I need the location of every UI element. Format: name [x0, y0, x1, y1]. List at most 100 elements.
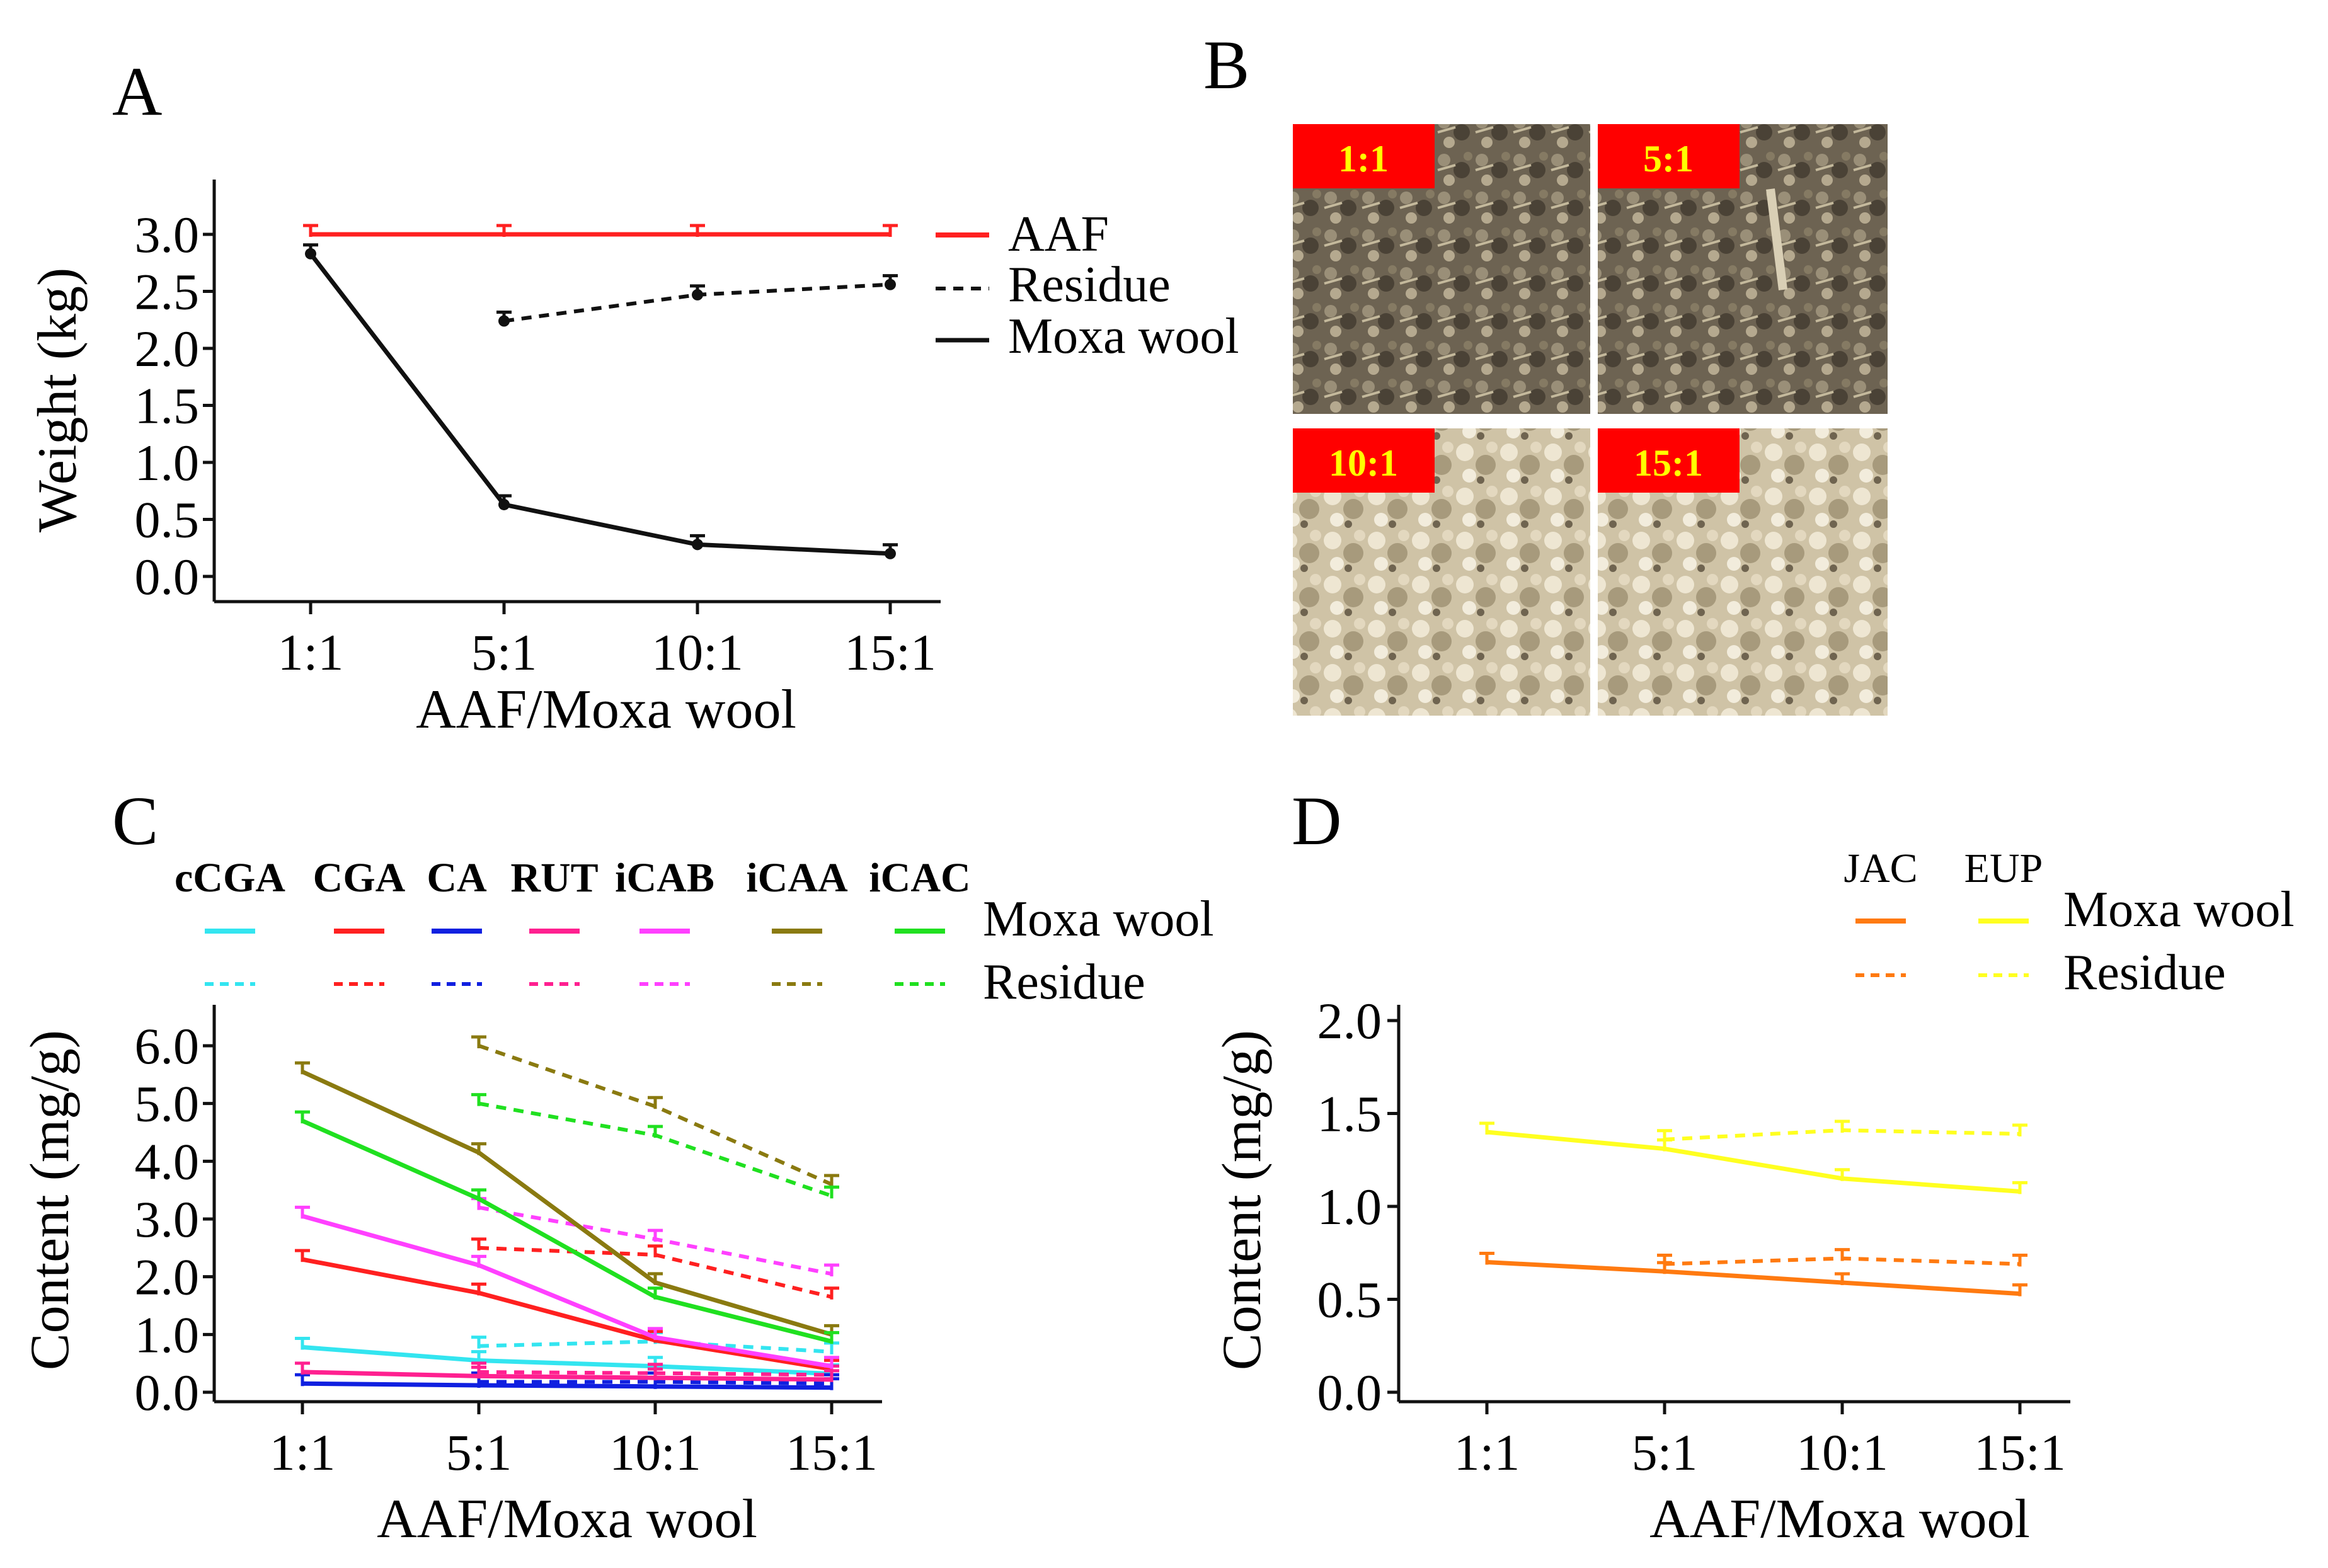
x-tick-label: 5:1 [471, 624, 537, 681]
y-tick-label: 0.5 [1317, 1271, 1382, 1329]
legend-style-residue: Residue [2063, 945, 2226, 1000]
photo-label-bg [1598, 428, 1740, 493]
series-line-cga-moxa-wool [302, 1257, 832, 1371]
panel-letter-b: B [1203, 26, 1249, 103]
legend-compound-cga: CGA [313, 855, 406, 901]
x-tick-label: 10:1 [609, 1424, 701, 1481]
legend-compound-icac: iCAC [869, 855, 970, 901]
series-line-icac-moxa-wool [301, 1118, 832, 1344]
x-tick-label: 15:1 [786, 1424, 878, 1481]
panel-letter-d: D [1292, 782, 1341, 859]
legend-style-moxa-wool: Moxa wool [983, 891, 1214, 947]
panel-d-y-axis-label: Content (mg/g) [1212, 1030, 1273, 1370]
data-point [692, 539, 703, 551]
photo-10-1: 10:1 [1293, 428, 1590, 716]
panel-c-series [295, 1035, 839, 1390]
photo-15-1: 15:1 [1598, 428, 1888, 716]
legend-compound-eup: EUP [1964, 845, 2043, 891]
series-line-ccga-moxa-wool [302, 1345, 832, 1376]
panel-c-y-axis-label: Content (mg/g) [20, 1030, 81, 1370]
y-tick-label: 5.0 [135, 1075, 200, 1133]
legend-style-moxa-wool: Moxa wool [2063, 882, 2295, 937]
panel-a-x-ticks: 1:1 5:1 10:1 15:1 [278, 602, 936, 681]
panel-d-x-ticks: 1:1 5:1 10:1 15:1 [1454, 1402, 2066, 1481]
y-tick-label: 3.0 [135, 1191, 200, 1248]
photo-label-5-1: 5:1 [1643, 138, 1694, 180]
chart-panel-d: 0.0 0.5 1.0 1.5 2.0 1:1 5:1 10:1 15:1 AAF/Moxa … [1212, 845, 2295, 1550]
legend-compound-rut: RUT [510, 855, 598, 901]
panel-a-axes [212, 180, 941, 604]
data-point [885, 278, 896, 290]
legend-style-residue: Residue [983, 954, 1145, 1010]
y-tick-label: 1.0 [1317, 1178, 1382, 1235]
y-tick-label: 0.0 [135, 1364, 200, 1421]
legend-compound-ca: CA [427, 855, 487, 901]
x-tick-label: 15:1 [844, 624, 936, 681]
x-tick-label: 15:1 [1974, 1424, 2066, 1481]
series-line-icab-moxa-wool [302, 1214, 832, 1369]
y-tick-label: 2.0 [135, 320, 200, 377]
series-line-jac-moxa-wool [1486, 1260, 2021, 1296]
legend-label-aaf: AAF [1008, 207, 1109, 262]
data-point [692, 289, 703, 300]
panel-a-series [303, 224, 898, 559]
x-tick-label: 10:1 [651, 624, 743, 681]
panel-d-axes [1397, 1005, 2070, 1404]
panel-a-y-ticks: 0.00.51.01.52.02.53.0 [135, 206, 214, 605]
y-tick-label: 3.0 [135, 206, 200, 263]
photo-label-1-1: 1:1 [1338, 138, 1389, 180]
x-tick-label: 1:1 [278, 624, 344, 681]
y-tick-label: 2.0 [135, 1249, 200, 1306]
series-line-rut-moxa-wool [302, 1370, 832, 1382]
data-point [498, 315, 510, 327]
panel-letter-a: A [112, 53, 162, 130]
panel-c-x-ticks: 1:1 5:1 10:1 15:1 [270, 1402, 878, 1481]
photo-5-1: 5:1 [1598, 124, 1888, 414]
legend-label-residue: Residue [1008, 257, 1171, 312]
photo-1-1: 1:1 [1293, 124, 1590, 414]
x-tick-label: 5:1 [1632, 1424, 1698, 1481]
photo-label-10-1: 10:1 [1329, 442, 1398, 484]
chart-panel-a: 0.00.51.01.52.02.53.0 1:1 5:1 10:1 15:1 AAF… [27, 180, 1239, 740]
series-line-icaa-residue [478, 1044, 833, 1186]
data-point [305, 248, 316, 260]
legend-label-moxa-wool: Moxa wool [1008, 309, 1239, 364]
series-line-eup-moxa-wool [1486, 1130, 2021, 1194]
y-tick-label: 6.0 [135, 1017, 200, 1075]
y-tick-label: 0.0 [135, 548, 200, 605]
y-tick-label: 1.0 [135, 1306, 200, 1363]
panel-c-legend: Moxa wool Residue cCGA CGA CA RUT iCAB iCAA iC… [175, 855, 1214, 1010]
y-tick-label: 2.5 [135, 263, 200, 321]
y-tick-label: 1.0 [135, 434, 200, 491]
panel-d-legend: Moxa wool Residue JAC EUP [1843, 845, 2294, 1000]
photo-grid: 1:1 5:1 10:1 15:1 [1293, 124, 1888, 716]
panel-letter-c: C [112, 782, 158, 859]
series-line-icaa-moxa-wool [301, 1070, 832, 1337]
x-tick-label: 10:1 [1796, 1424, 1888, 1481]
panel-a-legend: AAF Residue Moxa wool [936, 207, 1239, 364]
panel-d-series [1479, 1119, 2027, 1296]
panel-d-y-ticks: 0.0 0.5 1.0 1.5 2.0 [1317, 992, 1399, 1421]
panel-a-y-axis-label: Weight (kg) [27, 268, 88, 533]
panel-a-x-axis-label: AAF/Moxa wool [416, 679, 796, 740]
y-tick-label: 2.0 [1317, 992, 1382, 1050]
legend-compound-icaa: iCAA [746, 855, 848, 901]
photo-label-bg [1293, 428, 1435, 493]
x-tick-label: 1:1 [270, 1424, 336, 1481]
panel-d-x-axis-label: AAF/Moxa wool [1649, 1489, 2030, 1550]
series-line-ca-moxa-wool [302, 1381, 832, 1390]
y-tick-label: 0.0 [1317, 1364, 1382, 1421]
photo-label-bg [1293, 124, 1435, 188]
data-point [885, 547, 896, 559]
photo-label-bg [1598, 124, 1740, 188]
legend-compound-ccga: cCGA [175, 855, 285, 901]
y-tick-label: 1.5 [1317, 1085, 1382, 1143]
x-tick-label: 5:1 [446, 1424, 512, 1481]
series-line-icac-residue [478, 1101, 832, 1198]
panel-c-y-ticks: 0.01.02.03.04.05.06.0 [135, 1017, 214, 1421]
panel-c-x-axis-label: AAF/Moxa wool [377, 1489, 757, 1550]
y-tick-label: 1.5 [135, 377, 200, 435]
chart-panel-c: 0.01.02.03.04.05.06.0 1:1 5:1 10:1 15:1 AAF… [20, 855, 1214, 1550]
data-point [498, 498, 510, 510]
